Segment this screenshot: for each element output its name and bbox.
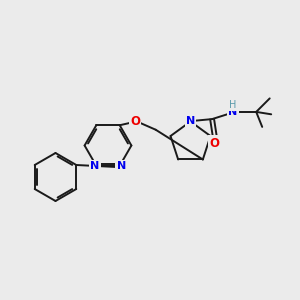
Text: N: N (186, 116, 195, 127)
Text: H: H (229, 100, 236, 110)
Text: N: N (117, 161, 126, 171)
Text: O: O (130, 115, 140, 128)
Text: N: N (90, 161, 99, 171)
Text: O: O (209, 136, 219, 150)
Text: N: N (228, 106, 237, 117)
